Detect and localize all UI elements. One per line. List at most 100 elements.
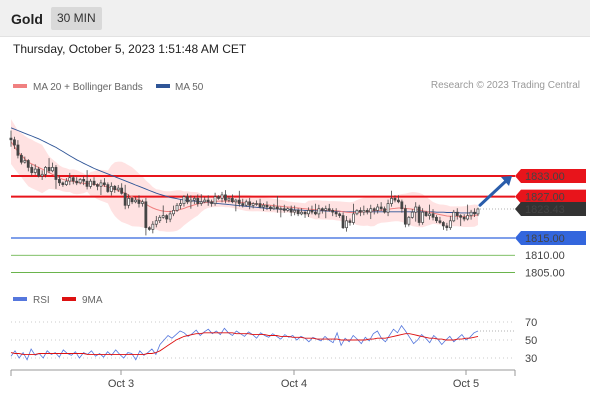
candle-body xyxy=(89,180,92,187)
candle-body xyxy=(151,223,155,230)
candle-body xyxy=(9,137,13,141)
candle-body xyxy=(355,210,359,215)
candle-body xyxy=(372,208,376,211)
candle-body xyxy=(369,208,373,213)
candle-body xyxy=(393,198,397,201)
candle-body xyxy=(417,206,421,223)
current-price-label: 1823.43 xyxy=(525,204,565,216)
candle-body xyxy=(428,213,431,216)
candle-body xyxy=(244,201,248,206)
candle-body xyxy=(147,227,151,230)
candle-body xyxy=(390,198,393,204)
candle-body xyxy=(403,208,407,225)
level-label-1810.00: 1810.00 xyxy=(525,250,565,262)
candle-body xyxy=(365,210,369,213)
candle-body xyxy=(334,211,338,215)
candle-body xyxy=(455,211,459,216)
candle-body xyxy=(265,204,269,208)
candle-body xyxy=(234,199,238,203)
candle-body xyxy=(269,206,272,210)
candle-body xyxy=(175,204,179,211)
legend-swatch-ma50 xyxy=(156,84,170,88)
candle-body xyxy=(92,180,96,185)
candle-body xyxy=(227,198,231,201)
candle-body xyxy=(47,167,51,172)
candle-body xyxy=(19,154,23,163)
candle-body xyxy=(362,210,366,213)
legend-swatch-rsi xyxy=(13,297,27,301)
candle-body xyxy=(189,199,193,203)
candle-body xyxy=(324,208,328,211)
forecast-arrow-head xyxy=(501,176,512,186)
candle-body xyxy=(435,216,438,222)
candle-body xyxy=(452,211,456,222)
candle-body xyxy=(275,206,279,210)
candle-body xyxy=(286,208,290,211)
candle-body xyxy=(241,203,245,206)
candle-body xyxy=(400,201,404,210)
candle-body xyxy=(154,220,158,225)
candle-body xyxy=(127,198,131,206)
candle-body xyxy=(358,210,362,213)
candle-body xyxy=(379,206,383,210)
candle-body xyxy=(473,211,476,215)
x-tick-label: Oct 4 xyxy=(281,378,307,390)
candle-body xyxy=(75,180,79,184)
candle-body xyxy=(179,203,182,206)
candle-body xyxy=(258,203,262,208)
candle-body xyxy=(293,210,297,213)
candle-body xyxy=(102,182,106,185)
level-label-1827.00: 1827.00 xyxy=(525,192,565,204)
candle-body xyxy=(331,210,335,213)
legend-label-ma20: MA 20 + Bollinger Bands xyxy=(33,82,143,93)
candle-body xyxy=(224,194,227,201)
candle-body xyxy=(51,167,54,172)
timeframe-badge[interactable]: 30 MIN xyxy=(51,7,102,30)
x-tick-label: Oct 5 xyxy=(453,378,479,390)
candle-body xyxy=(310,210,314,213)
rsi-tick-label: 50 xyxy=(525,335,537,347)
candle-body xyxy=(441,222,445,227)
candle-body xyxy=(282,208,286,211)
level-label-1833.00: 1833.00 xyxy=(525,171,565,183)
level-tag-1833.00 xyxy=(515,169,586,183)
candle-body xyxy=(196,198,200,204)
candle-body xyxy=(161,215,165,218)
candle-body xyxy=(96,184,99,187)
legend-swatch-9ma xyxy=(62,297,76,301)
candle-body xyxy=(459,215,463,218)
level-tag-1827.00 xyxy=(515,189,586,204)
candle-body xyxy=(144,201,148,228)
rsi-ma-line xyxy=(10,332,479,355)
candle-body xyxy=(376,206,380,211)
candle-body xyxy=(134,199,137,203)
ma20-line xyxy=(10,141,479,218)
legend-swatch-ma20 xyxy=(13,84,27,88)
candle-body xyxy=(476,208,480,215)
legend-label-9ma: 9MA xyxy=(82,295,103,306)
candle-body xyxy=(16,144,20,156)
top-bar: Gold 30 MIN xyxy=(0,0,590,37)
candle-body xyxy=(165,215,169,220)
candle-body xyxy=(99,182,103,187)
candle-body xyxy=(383,208,386,213)
ma50-line xyxy=(10,127,478,214)
candle-body xyxy=(307,210,310,215)
candle-body xyxy=(448,220,452,229)
candle-body xyxy=(317,208,321,215)
candle-body xyxy=(123,192,127,206)
candle-body xyxy=(251,203,255,206)
candle-body xyxy=(33,168,37,173)
candle-body xyxy=(203,199,207,203)
candle-body xyxy=(341,215,345,229)
rsi-tick-label: 30 xyxy=(525,353,537,365)
candle-body xyxy=(137,199,141,204)
candle-body xyxy=(386,203,390,213)
candle-body xyxy=(64,180,68,185)
candle-body xyxy=(407,216,411,225)
candle-body xyxy=(206,199,210,203)
candle-body xyxy=(141,201,144,204)
candle-body xyxy=(279,208,283,210)
candle-body xyxy=(78,179,82,184)
